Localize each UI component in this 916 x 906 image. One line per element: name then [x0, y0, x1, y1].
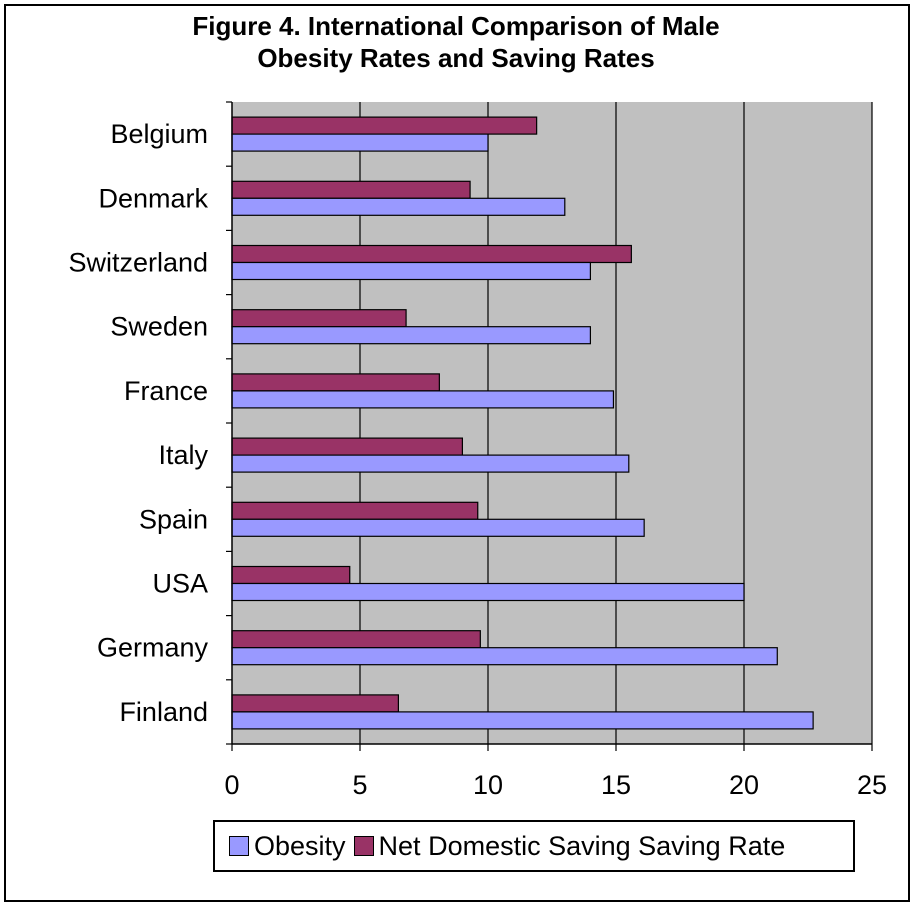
bar-saving-denmark	[231, 180, 471, 199]
legend-label-saving-rate: Net Domestic Saving Saving Rate	[378, 830, 786, 861]
bar-saving-sweden	[231, 309, 407, 328]
bar-saving-france	[231, 373, 440, 392]
bar-saving-switzerland	[231, 244, 632, 264]
bar-obesity-germany	[231, 647, 778, 666]
category-label-france: France	[124, 376, 208, 406]
x-tick-label-4: 20	[729, 770, 759, 800]
bar-obesity-spain	[231, 518, 645, 537]
chart-title-line-2: Obesity Rates and Saving Rates	[257, 43, 655, 73]
bar-obesity-finland	[231, 711, 814, 730]
legend-item-saving-rate: Net Domestic Saving Saving Rate	[353, 830, 786, 862]
bar-saving-spain	[231, 501, 479, 520]
bar-saving-germany	[231, 630, 481, 649]
x-tick-label-2: 10	[473, 770, 503, 800]
bar-obesity-switzerland	[231, 261, 591, 281]
legend-swatch-saving-rate	[353, 836, 374, 856]
bar-obesity-sweden	[231, 326, 591, 345]
category-label-spain: Spain	[139, 504, 208, 534]
x-tick-label-3: 15	[601, 770, 631, 800]
category-label-belgium: Belgium	[110, 119, 208, 149]
category-label-denmark: Denmark	[98, 183, 208, 213]
bar-saving-italy	[231, 437, 463, 456]
x-tick-label-1: 5	[352, 770, 367, 800]
category-label-germany: Germany	[97, 633, 209, 663]
category-label-sweden: Sweden	[110, 312, 208, 342]
bar-obesity-france	[231, 390, 615, 409]
category-label-switzerland: Switzerland	[68, 248, 208, 278]
category-label-finland: Finland	[119, 697, 208, 727]
legend: Obesity Net Domestic Saving Saving Rate	[213, 820, 855, 872]
x-tick-label-0: 0	[224, 770, 239, 800]
legend-swatch-obesity	[229, 836, 249, 856]
bar-saving-belgium	[231, 116, 538, 135]
x-tick-label-5: 25	[857, 770, 887, 800]
bar-obesity-usa	[231, 582, 745, 602]
category-label-italy: Italy	[158, 440, 208, 470]
chart-title-line-1: Figure 4. International Comparison of Ma…	[192, 11, 720, 41]
chart-title: Figure 4. International Comparison of Ma…	[0, 10, 912, 74]
legend-item-obesity: Obesity	[229, 831, 346, 862]
bar-saving-usa	[231, 565, 351, 585]
bar-obesity-denmark	[231, 197, 566, 216]
legend-label-obesity: Obesity	[254, 830, 346, 861]
bar-obesity-belgium	[231, 133, 489, 152]
bar-obesity-italy	[231, 454, 630, 473]
bar-saving-finland	[231, 694, 399, 713]
category-label-usa: USA	[152, 569, 208, 599]
